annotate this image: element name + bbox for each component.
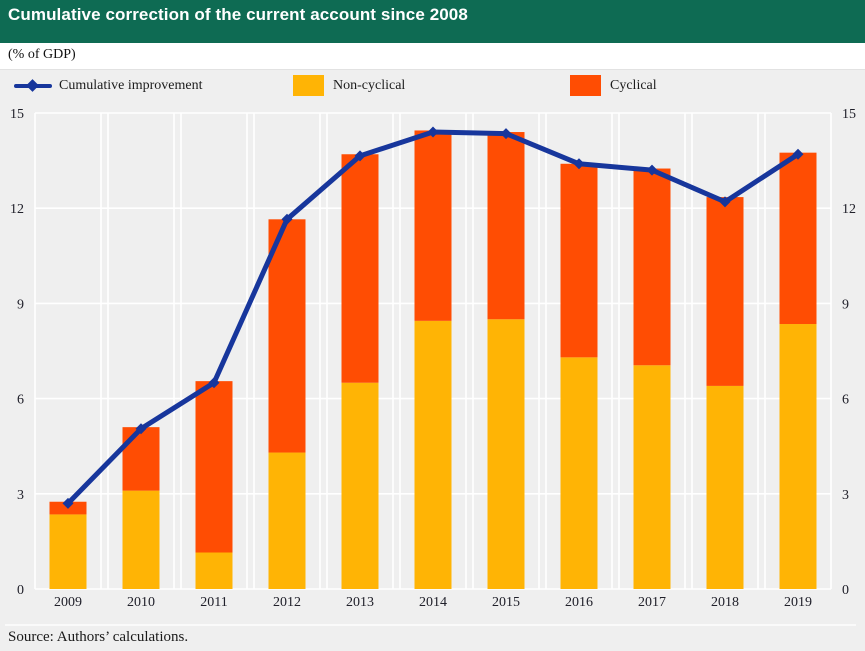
bar-segment-non-cyclical xyxy=(706,385,744,589)
y-axis-label-right: 6 xyxy=(842,393,849,408)
y-axis-label-right: 15 xyxy=(842,107,856,122)
source-note: Source: Authors’ calculations. xyxy=(8,629,189,645)
legend-label: Non-cyclical xyxy=(333,77,406,93)
bar-segment-cyclical xyxy=(414,130,452,321)
bar-segment-cyclical xyxy=(122,427,160,491)
bar-segment-cyclical xyxy=(560,163,598,358)
chart-canvas: 0 0 3 3 6 6 9 9 12 12 15 15 2009 2010 2011 2012 2013 2014… xyxy=(10,107,856,610)
legend-label: Cyclical xyxy=(610,77,657,93)
chart-header-bar: Cumulative correction of the current acc… xyxy=(0,0,865,43)
bar-segment-non-cyclical xyxy=(633,365,671,589)
bar-segment-cyclical xyxy=(779,152,817,325)
line-markers xyxy=(62,126,804,509)
y-axis-label-left: 6 xyxy=(17,393,24,408)
x-axis-label: 2018 xyxy=(711,595,739,610)
x-axis-label: 2017 xyxy=(638,595,666,610)
line-marker xyxy=(354,150,366,162)
bar-segment-cyclical xyxy=(341,154,379,383)
x-axis-label: 2011 xyxy=(200,595,227,610)
bar-segment-non-cyclical xyxy=(49,514,87,589)
line-marker xyxy=(427,126,439,138)
bar-segment-non-cyclical xyxy=(122,490,160,589)
y-axis-labels: 0 0 3 3 6 6 9 9 12 12 15 15 xyxy=(10,107,856,598)
chart-legend: Cumulative improvement Non-cyclical Cycl… xyxy=(0,70,865,101)
x-axis-label: 2010 xyxy=(127,595,155,610)
chart-area: 0 0 3 3 6 6 9 9 12 12 15 15 2009 2010 2011 2012 2013 2014… xyxy=(0,100,865,612)
bar-segment-cyclical xyxy=(487,132,525,320)
x-axis-label: 2019 xyxy=(784,595,812,610)
line-marker xyxy=(135,423,147,435)
line-marker xyxy=(500,128,512,140)
bar-segment-cyclical xyxy=(706,197,744,386)
line-marker xyxy=(208,377,220,389)
y-axis-label-left: 12 xyxy=(10,202,24,217)
source-divider xyxy=(5,624,856,626)
cyclical-swatch-icon xyxy=(570,75,601,96)
y-axis-label-right: 0 xyxy=(842,583,849,598)
bars xyxy=(49,130,817,589)
grid-vertical-lines xyxy=(34,113,832,589)
line-marker xyxy=(719,196,731,208)
x-axis-label: 2014 xyxy=(419,595,447,610)
x-axis-labels: 2009 2010 2011 2012 2013 2014 2015 2016 2017 2018… xyxy=(54,595,812,610)
legend-item-cyclical: Cyclical xyxy=(570,70,657,101)
y-axis-label-right: 12 xyxy=(842,202,856,217)
y-axis-label-right: 9 xyxy=(842,297,849,312)
y-axis-label-right: 3 xyxy=(842,488,849,503)
bar-segment-non-cyclical xyxy=(341,382,379,589)
x-axis-label: 2012 xyxy=(273,595,301,610)
bar-segment-non-cyclical xyxy=(414,320,452,589)
legend-label: Cumulative improvement xyxy=(59,77,203,93)
bar-segment-cyclical xyxy=(268,219,306,453)
legend-item-cumulative-improvement: Cumulative improvement xyxy=(14,70,202,101)
bar-segment-cyclical xyxy=(633,168,671,366)
bar-segment-non-cyclical xyxy=(487,319,525,589)
line-marker xyxy=(62,497,74,509)
page-title: Cumulative correction of the current acc… xyxy=(8,5,468,24)
x-axis-label: 2016 xyxy=(565,595,593,610)
x-axis-label: 2015 xyxy=(492,595,520,610)
subtitle-band: (% of GDP) xyxy=(0,43,865,70)
line-marker xyxy=(281,213,293,225)
cumulative-line-icon xyxy=(14,78,52,92)
bar-segment-cyclical xyxy=(195,381,233,553)
bar-segment-non-cyclical xyxy=(268,452,306,589)
y-axis-label-left: 3 xyxy=(17,488,24,503)
legend-item-non-cyclical: Non-cyclical xyxy=(293,70,405,101)
x-axis-label: 2013 xyxy=(346,595,374,610)
line-marker xyxy=(792,148,804,160)
bar-segment-non-cyclical xyxy=(560,357,598,589)
line-swatch-diamond xyxy=(26,78,39,92)
y-axis-label-left: 0 xyxy=(17,583,24,598)
line-marker xyxy=(573,158,585,170)
non-cyclical-swatch-icon xyxy=(293,75,324,96)
unit-label: (% of GDP) xyxy=(8,47,76,62)
x-axis-label: 2009 xyxy=(54,595,82,610)
y-axis-label-left: 9 xyxy=(17,297,24,312)
y-axis-label-left: 15 xyxy=(10,107,24,122)
bar-segment-non-cyclical xyxy=(195,552,233,589)
bar-segment-non-cyclical xyxy=(779,324,817,589)
line-marker xyxy=(646,164,658,176)
